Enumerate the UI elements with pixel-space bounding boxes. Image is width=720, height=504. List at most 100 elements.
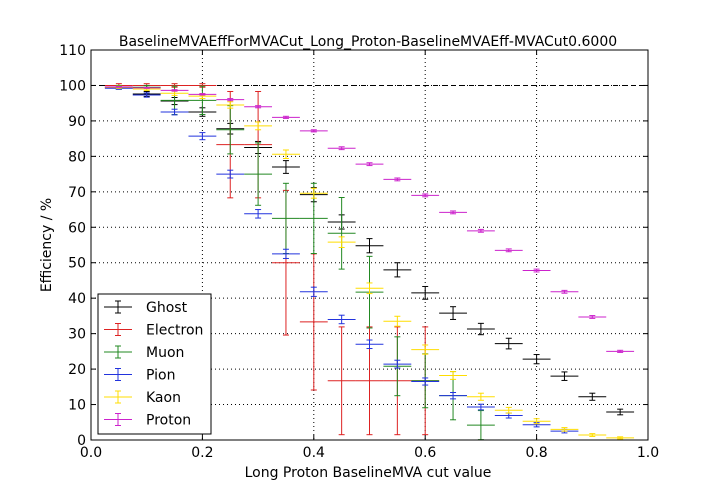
data-point-kaon <box>299 187 328 199</box>
legend-entry-proton: Proton <box>104 413 191 429</box>
data-point-electron <box>327 326 356 436</box>
data-point-proton <box>216 98 245 102</box>
legend-entry-electron: Electron <box>104 323 203 339</box>
legend-entry-pion: Pion <box>104 368 175 384</box>
legend: Ghost Electron Muon Pion Kaon Proton <box>97 293 212 435</box>
data-point-ghost <box>522 354 551 365</box>
data-point-ghost <box>383 262 412 278</box>
data-point-muon <box>466 410 495 441</box>
data-point-kaon <box>494 406 523 414</box>
data-point-muon <box>327 196 356 270</box>
data-point-kaon <box>522 418 551 425</box>
series-proton <box>104 86 635 353</box>
data-point-kaon <box>160 90 189 96</box>
data-point-pion <box>244 209 273 219</box>
data-point-proton <box>383 177 412 182</box>
legend-label: Proton <box>146 413 191 429</box>
data-point-ghost <box>466 322 495 336</box>
data-point-proton <box>411 193 440 198</box>
data-point-proton <box>244 105 273 109</box>
y-tick-label: 10 <box>68 398 86 414</box>
data-point-kaon <box>355 282 384 295</box>
data-point-ghost <box>355 238 384 254</box>
series-layer <box>104 83 635 441</box>
y-tick-label: 80 <box>68 149 86 165</box>
y-tick-label: 0 <box>77 433 86 449</box>
y-tick-label: 60 <box>68 220 86 236</box>
x-tick-label: 0.4 <box>303 445 325 461</box>
legend-box <box>97 293 212 435</box>
data-point-pion <box>494 412 523 419</box>
data-point-kaon <box>606 436 635 440</box>
data-point-proton <box>299 129 328 133</box>
data-point-kaon <box>244 121 273 131</box>
data-point-proton <box>272 115 300 119</box>
data-point-ghost <box>550 371 579 381</box>
series-kaon <box>104 85 635 440</box>
data-point-pion <box>216 169 245 179</box>
legend-label: Pion <box>146 368 175 384</box>
y-tick-label: 50 <box>68 256 86 272</box>
data-point-kaon <box>578 433 607 437</box>
data-point-kaon <box>466 392 495 401</box>
y-tick-label: 100 <box>59 78 86 94</box>
legend-label: Kaon <box>146 390 181 406</box>
data-point-ghost <box>439 306 467 320</box>
data-point-pion <box>132 92 161 98</box>
data-point-pion <box>439 391 467 400</box>
legend-entry-ghost: Ghost <box>104 300 188 316</box>
chart-title: BaselineMVAEffForMVACut_Long_Proton-Base… <box>119 34 617 50</box>
data-point-pion <box>355 339 384 350</box>
data-point-proton <box>160 89 189 92</box>
y-tick-label: 30 <box>68 327 86 343</box>
x-tick-label: 1.0 <box>637 445 659 461</box>
data-point-pion <box>411 377 440 386</box>
data-point-proton <box>132 87 161 89</box>
y-tick-label: 70 <box>68 185 86 201</box>
data-point-proton <box>355 162 384 167</box>
y-tick-label: 110 <box>59 43 86 59</box>
data-point-proton <box>327 146 356 151</box>
x-tick-label: 0.0 <box>80 445 102 461</box>
data-point-muon <box>244 142 273 206</box>
data-point-pion <box>466 403 495 411</box>
y-tick-label: 90 <box>68 114 86 130</box>
y-tick-label: 20 <box>68 362 86 378</box>
y-axis-label: Efficiency / % <box>39 198 55 292</box>
legend-entry-kaon: Kaon <box>104 390 181 406</box>
data-point-proton <box>494 248 523 253</box>
y-tick-label: 40 <box>68 291 86 307</box>
data-point-pion <box>160 108 189 116</box>
data-point-ghost <box>411 285 440 300</box>
data-point-muon <box>216 105 245 155</box>
data-point-pion <box>272 248 300 259</box>
x-axis-label: Long Proton BaselineMVA cut value <box>245 465 492 481</box>
data-point-proton <box>550 289 579 294</box>
data-point-muon <box>188 85 217 116</box>
data-point-muon <box>272 182 300 255</box>
data-point-proton <box>439 210 467 215</box>
data-point-ghost <box>272 160 300 174</box>
data-point-pion <box>383 359 412 369</box>
x-tick-label: 0.8 <box>525 445 547 461</box>
data-point-kaon <box>383 315 412 327</box>
data-point-proton <box>578 315 607 319</box>
data-point-pion <box>299 286 328 297</box>
data-point-proton <box>104 86 133 88</box>
data-point-proton <box>188 93 217 96</box>
plot-frame <box>90 49 649 441</box>
legend-label: Electron <box>146 323 203 339</box>
data-point-pion <box>188 132 217 141</box>
data-point-kaon <box>411 344 440 355</box>
x-tick-label: 0.2 <box>191 445 213 461</box>
legend-label: Ghost <box>146 300 188 316</box>
data-point-proton <box>606 349 635 353</box>
data-point-ghost <box>606 408 635 416</box>
axis-ticks: 0.0 0.2 0.4 0.6 0.8 1.0 0 10 20 30 40 50 60 70 80 90 100… <box>59 43 659 461</box>
data-point-kaon <box>216 101 245 109</box>
data-point-proton <box>466 228 495 233</box>
legend-entry-muon: Muon <box>104 345 184 361</box>
data-point-kaon <box>272 149 300 159</box>
data-point-kaon <box>550 427 579 432</box>
